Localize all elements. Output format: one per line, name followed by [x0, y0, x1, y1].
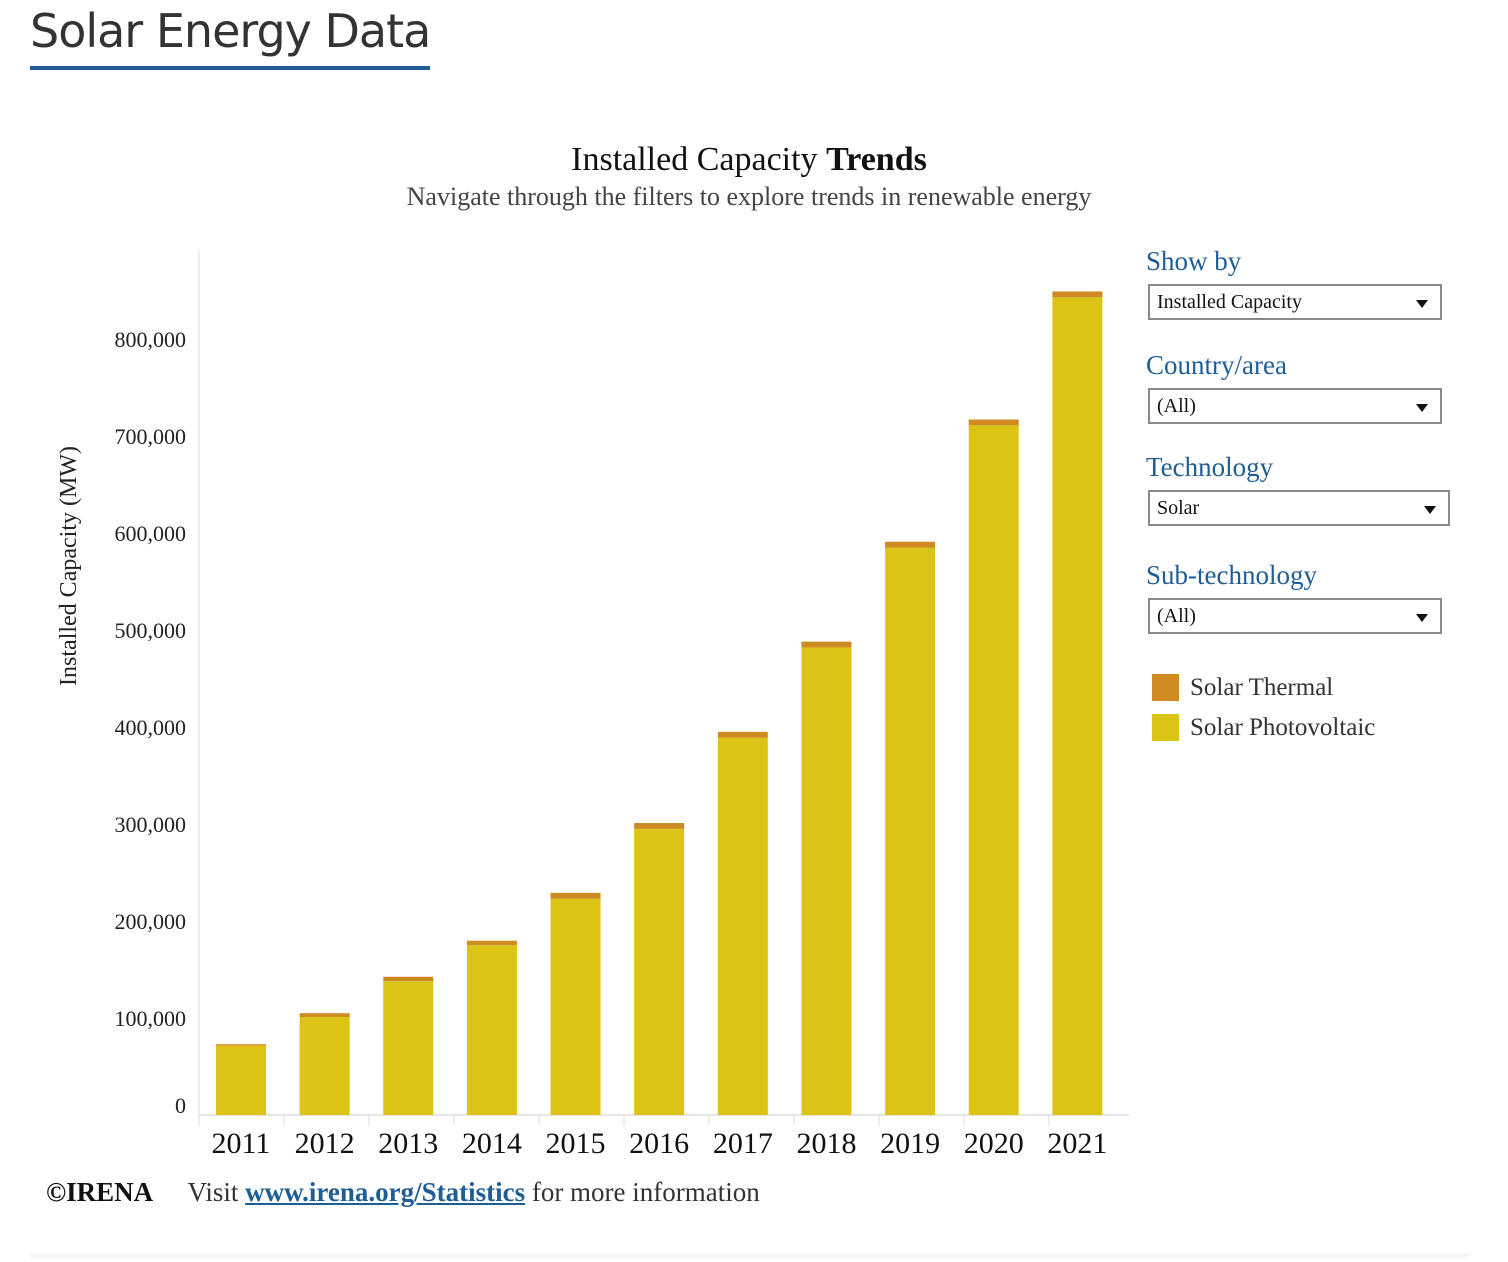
chevron-down-icon — [1424, 506, 1436, 514]
legend-label-solar-thermal: Solar Thermal — [1190, 674, 1334, 701]
x-tick-label: 2018 — [796, 1127, 856, 1160]
y-tick-label: 700,000 — [115, 424, 187, 449]
irena-statistics-link[interactable]: www.irena.org/Statistics — [245, 1177, 526, 1207]
y-tick-label: 600,000 — [115, 521, 187, 546]
bar-solar-thermal — [968, 419, 1019, 426]
bar-solar-photovoltaic — [550, 898, 601, 1115]
y-axis-label: Installed Capacity (MW) — [56, 446, 82, 686]
bar-solar-photovoltaic — [466, 945, 517, 1115]
sub-technology-label: Sub-technology — [1146, 560, 1317, 590]
bar-solar-thermal — [466, 940, 517, 946]
technology-value: Solar — [1157, 497, 1200, 519]
bar-solar-thermal — [885, 541, 936, 548]
bar-solar-thermal — [1052, 291, 1103, 298]
x-tick-label: 2012 — [295, 1127, 355, 1160]
chart-subtitle: Navigate through the filters to explore … — [406, 182, 1092, 211]
sub-technology-value: (All) — [1157, 605, 1196, 627]
x-tick-label: 2020 — [964, 1127, 1024, 1160]
bar-solar-photovoltaic — [885, 547, 936, 1115]
show-by-label: Show by — [1146, 246, 1242, 276]
bar-solar-thermal — [550, 892, 601, 899]
x-tick-label: 2014 — [462, 1127, 522, 1160]
y-tick-label: 0 — [175, 1093, 186, 1118]
x-tick-label: 2019 — [880, 1127, 940, 1160]
page-divider — [30, 1254, 1468, 1260]
bar-solar-thermal — [299, 1013, 350, 1018]
bar-solar-photovoltaic — [383, 981, 434, 1115]
chart-title-bold: Trends — [826, 141, 927, 178]
page-title: Solar Energy Data — [30, 4, 431, 70]
sub-technology-select[interactable]: (All) — [1148, 598, 1442, 634]
bar-solar-photovoltaic — [717, 737, 768, 1115]
technology-label: Technology — [1146, 452, 1274, 482]
bar-solar-photovoltaic — [1052, 297, 1103, 1115]
bar-solar-photovoltaic — [299, 1017, 350, 1115]
y-tick-label: 200,000 — [115, 909, 187, 934]
footer: ©IRENA Visit www.irena.org/Statistics fo… — [46, 1177, 760, 1208]
irena-brand: ©IRENA — [46, 1177, 154, 1207]
chevron-down-icon — [1416, 404, 1428, 412]
bar-solar-photovoltaic — [968, 425, 1019, 1116]
y-tick-label: 100,000 — [115, 1006, 187, 1031]
y-tick-label: 800,000 — [115, 327, 187, 352]
x-tick-label: 2017 — [713, 1127, 773, 1160]
x-tick-label: 2021 — [1047, 1127, 1107, 1160]
bar-solar-thermal — [717, 731, 768, 738]
chart-title: Installed Capacity Trends — [0, 141, 1498, 179]
legend-swatch-solar-thermal — [1152, 674, 1179, 701]
bar-solar-thermal — [801, 641, 852, 648]
country-select[interactable]: (All) — [1148, 388, 1442, 424]
chevron-down-icon — [1416, 614, 1428, 622]
legend-label-solar-photovoltaic: Solar Photovoltaic — [1190, 714, 1376, 741]
footer-suffix-text: for more information — [531, 1177, 760, 1207]
show-by-select[interactable]: Installed Capacity — [1148, 284, 1442, 320]
y-tick-label: 500,000 — [115, 618, 187, 643]
bar-solar-thermal — [216, 1044, 266, 1046]
y-tick-label: 300,000 — [115, 812, 187, 837]
y-tick-label: 400,000 — [115, 715, 187, 740]
x-tick-label: 2013 — [378, 1127, 438, 1160]
legend-swatch-solar-photovoltaic — [1152, 714, 1179, 741]
technology-select[interactable]: Solar — [1148, 490, 1450, 526]
footer-visit-text: Visit — [187, 1177, 239, 1207]
x-tick-label: 2016 — [629, 1127, 689, 1160]
bar-solar-photovoltaic — [216, 1045, 266, 1115]
bar-solar-photovoltaic — [801, 647, 852, 1115]
country-value: (All) — [1157, 395, 1196, 417]
bar-solar-thermal — [634, 823, 685, 829]
x-tick-label: 2011 — [212, 1127, 271, 1160]
bar-solar-photovoltaic — [634, 828, 685, 1115]
country-label: Country/area — [1146, 350, 1287, 380]
chevron-down-icon — [1416, 300, 1428, 308]
chart-title-regular: Installed Capacity — [571, 141, 818, 178]
bar-solar-thermal — [383, 976, 434, 982]
show-by-value: Installed Capacity — [1157, 291, 1302, 313]
x-tick-label: 2015 — [546, 1127, 606, 1160]
